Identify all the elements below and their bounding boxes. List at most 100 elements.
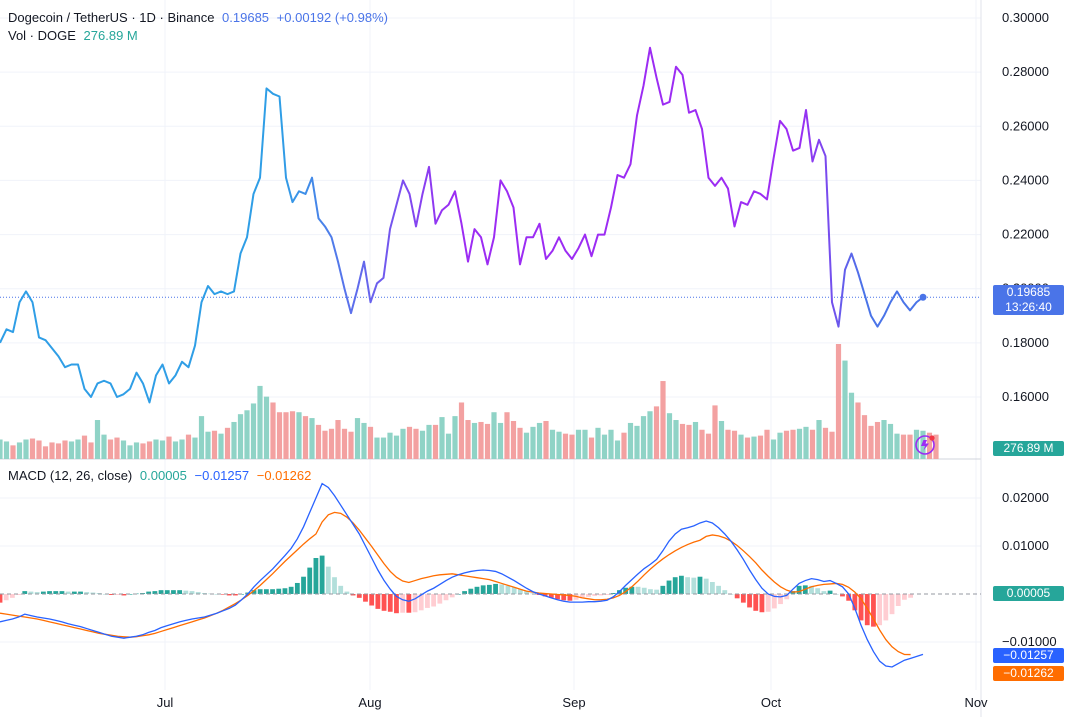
volume-bar <box>439 417 445 459</box>
volume-bar <box>283 412 289 459</box>
histogram-bar <box>908 594 914 598</box>
volume-bar <box>55 443 62 459</box>
volume-bar <box>263 396 270 459</box>
histogram-bar <box>685 577 691 594</box>
histogram-bar <box>759 594 765 613</box>
histogram-bar <box>146 591 152 594</box>
volume-bar <box>770 439 777 459</box>
macd-axis-label: −0.01000 <box>1002 634 1057 649</box>
symbol-header: Dogecoin / TetherUS · 1D · Binance 0.196… <box>8 10 392 25</box>
histogram-bar <box>53 591 59 594</box>
symbol-title[interactable]: Dogecoin / TetherUS · 1D · Binance <box>8 10 215 25</box>
histogram-bar <box>214 594 220 595</box>
histogram-bar <box>474 586 480 594</box>
volume-bar <box>179 439 185 459</box>
histogram-bar <box>561 594 567 601</box>
histogram-bar <box>40 591 46 594</box>
volume-bar <box>744 437 751 459</box>
price-change: +0.00192 (+0.98%) <box>276 10 388 25</box>
histogram-bar <box>610 593 616 594</box>
histogram-bar <box>437 594 443 604</box>
volume-bar <box>621 432 627 459</box>
volume-bar <box>699 429 705 459</box>
replay-icon[interactable] <box>915 435 935 455</box>
volume-bar <box>289 411 296 459</box>
histogram-bar <box>846 594 852 601</box>
volume-bar <box>861 415 868 459</box>
histogram-bar <box>753 594 759 611</box>
histogram-bar <box>313 558 319 594</box>
time-axis-label: Jul <box>157 695 174 710</box>
volume-bar <box>309 418 315 459</box>
histogram-bar <box>418 594 424 611</box>
histogram-bar <box>592 594 598 596</box>
histogram-bar <box>796 585 802 594</box>
histogram-bar <box>338 585 344 594</box>
volume-bar <box>75 439 81 459</box>
volume-bar <box>270 402 276 459</box>
volume-bar <box>296 412 302 459</box>
histogram-bar <box>771 594 777 609</box>
volume-bar <box>276 412 283 459</box>
volume-bar <box>101 434 107 459</box>
volume-bar <box>705 433 712 459</box>
volume-bar <box>835 344 842 459</box>
histogram-bar <box>59 591 65 594</box>
volume-bar <box>575 429 582 459</box>
volume-bar <box>0 439 3 459</box>
volume-bar <box>458 402 465 459</box>
volume-bar <box>62 440 68 459</box>
volume-bar <box>413 428 419 459</box>
histogram-bar <box>344 591 350 594</box>
histogram-bar <box>902 594 907 600</box>
volume-bar <box>465 420 471 459</box>
volume-bar <box>822 427 829 459</box>
histogram-bar <box>400 594 406 613</box>
volume-bar <box>452 416 458 459</box>
time-axis-label: Aug <box>358 695 381 710</box>
histogram-bar <box>871 594 876 627</box>
volume-bar <box>361 422 367 459</box>
volume-bar <box>205 431 211 459</box>
price-axis-label: 0.16000 <box>1002 389 1049 404</box>
volume-bar <box>348 431 354 459</box>
histogram-bar <box>468 588 474 594</box>
histogram-bar <box>22 591 28 594</box>
volume-bar <box>653 406 660 459</box>
macd-label[interactable]: MACD (12, 26, close) <box>8 468 133 483</box>
volume-bar <box>881 420 887 459</box>
volume-bar <box>757 435 764 459</box>
histogram-bar <box>784 594 790 600</box>
histogram-bar <box>765 594 771 612</box>
histogram-bar <box>493 583 498 594</box>
volume-label[interactable]: Vol · DOGE <box>8 28 76 43</box>
histogram-bar <box>406 594 412 613</box>
volume-bar <box>341 428 348 459</box>
volume-bar <box>88 442 94 459</box>
time-axis-labels: Jul Aug Sep Oct Nov <box>157 695 988 710</box>
volume-bar <box>419 430 426 459</box>
volume-bar <box>393 435 400 459</box>
volume-bar <box>237 414 244 459</box>
volume-bar <box>127 445 133 459</box>
volume-bar <box>692 421 699 459</box>
volume-bar <box>647 411 653 459</box>
price-axis-label: 0.24000 <box>1002 172 1049 187</box>
histogram-bar <box>734 594 740 599</box>
volume-bar <box>484 423 491 459</box>
volume-bar <box>198 416 205 459</box>
volume-bar <box>582 429 588 459</box>
histogram-bar <box>276 588 282 594</box>
volume-bar <box>497 422 504 459</box>
histogram-bar <box>778 594 783 605</box>
countdown-value: 13:26:40 <box>1005 300 1052 315</box>
volume-bar <box>322 430 328 459</box>
volume-bar <box>166 436 172 459</box>
volume-bar <box>42 446 49 459</box>
volume-bar <box>562 433 569 459</box>
volume-bar <box>231 421 237 459</box>
volume-bar <box>809 429 816 459</box>
volume-bar <box>94 420 101 459</box>
volume-bar <box>211 430 218 459</box>
